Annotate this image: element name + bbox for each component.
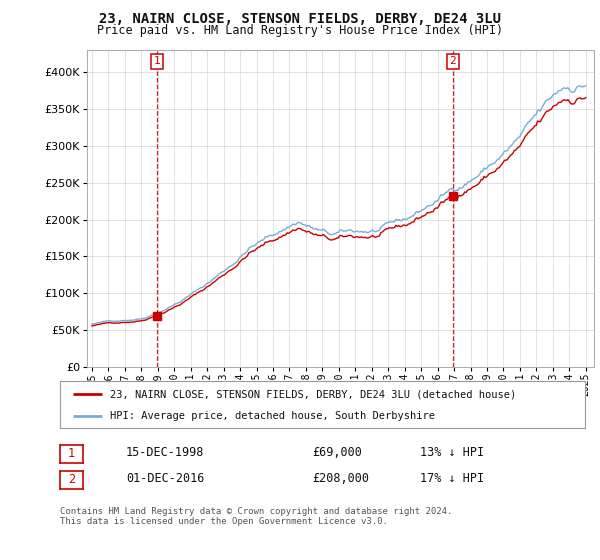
Text: £208,000: £208,000 xyxy=(312,472,369,486)
Text: 1: 1 xyxy=(154,57,160,67)
Text: 23, NAIRN CLOSE, STENSON FIELDS, DERBY, DE24 3LU (detached house): 23, NAIRN CLOSE, STENSON FIELDS, DERBY, … xyxy=(110,389,516,399)
Text: 01-DEC-2016: 01-DEC-2016 xyxy=(126,472,205,486)
Text: Price paid vs. HM Land Registry's House Price Index (HPI): Price paid vs. HM Land Registry's House … xyxy=(97,24,503,37)
Text: HPI: Average price, detached house, South Derbyshire: HPI: Average price, detached house, Sout… xyxy=(110,411,435,421)
Text: 1: 1 xyxy=(68,447,75,460)
Text: 23, NAIRN CLOSE, STENSON FIELDS, DERBY, DE24 3LU: 23, NAIRN CLOSE, STENSON FIELDS, DERBY, … xyxy=(99,12,501,26)
Text: 2: 2 xyxy=(68,473,75,487)
Text: 15-DEC-1998: 15-DEC-1998 xyxy=(126,446,205,459)
Text: Contains HM Land Registry data © Crown copyright and database right 2024.
This d: Contains HM Land Registry data © Crown c… xyxy=(60,507,452,526)
Text: 13% ↓ HPI: 13% ↓ HPI xyxy=(420,446,484,459)
Text: £69,000: £69,000 xyxy=(312,446,362,459)
Text: 17% ↓ HPI: 17% ↓ HPI xyxy=(420,472,484,486)
Text: 2: 2 xyxy=(449,57,456,67)
